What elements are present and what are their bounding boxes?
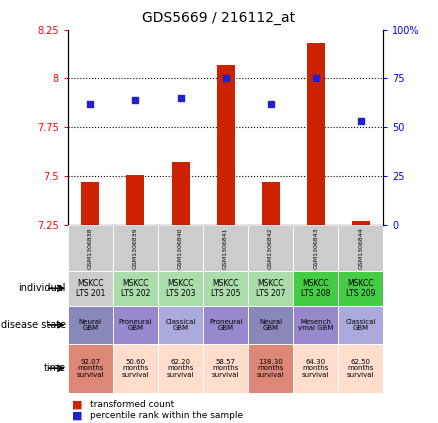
Text: percentile rank within the sample: percentile rank within the sample — [90, 411, 243, 420]
Bar — [172, 162, 190, 225]
Text: 92.07
months
survival: 92.07 months survival — [77, 359, 104, 378]
Text: GSM1306839: GSM1306839 — [133, 227, 138, 269]
Point — [312, 75, 319, 82]
Text: Proneural
GBM: Proneural GBM — [119, 319, 152, 331]
Text: GSM1306841: GSM1306841 — [223, 227, 228, 269]
Text: Neural
GBM: Neural GBM — [259, 319, 282, 331]
Text: 58.57
months
survival: 58.57 months survival — [212, 359, 239, 378]
Text: MSKCC
LTS 208: MSKCC LTS 208 — [301, 279, 330, 298]
Point — [222, 75, 229, 82]
Bar — [127, 175, 145, 225]
Text: time: time — [43, 363, 66, 373]
Bar — [352, 221, 370, 225]
Text: 64.30
months
survival: 64.30 months survival — [302, 359, 329, 378]
Text: MSKCC
LTS 205: MSKCC LTS 205 — [211, 279, 240, 298]
Text: Proneural
GBM: Proneural GBM — [209, 319, 242, 331]
Text: GSM1306844: GSM1306844 — [358, 227, 363, 269]
Bar — [261, 182, 279, 225]
Text: 62.50
months
survival: 62.50 months survival — [347, 359, 374, 378]
Text: MSKCC
LTS 202: MSKCC LTS 202 — [121, 279, 150, 298]
Text: Classical
GBM: Classical GBM — [346, 319, 376, 331]
Point — [132, 96, 139, 103]
Text: 62.20
months
survival: 62.20 months survival — [167, 359, 194, 378]
Point — [357, 118, 364, 125]
Text: MSKCC
LTS 201: MSKCC LTS 201 — [76, 279, 105, 298]
Text: Neural
GBM: Neural GBM — [79, 319, 102, 331]
Text: transformed count: transformed count — [90, 400, 174, 409]
Text: 138.30
months
survival: 138.30 months survival — [257, 359, 284, 378]
Bar — [307, 43, 325, 225]
Text: GDS5669 / 216112_at: GDS5669 / 216112_at — [142, 11, 296, 25]
Bar — [81, 182, 99, 225]
Text: GSM1306840: GSM1306840 — [178, 227, 183, 269]
Point — [177, 95, 184, 102]
Text: GSM1306838: GSM1306838 — [88, 227, 93, 269]
Text: ■: ■ — [72, 411, 83, 421]
Text: MSKCC
LTS 207: MSKCC LTS 207 — [256, 279, 286, 298]
Text: MSKCC
LTS 209: MSKCC LTS 209 — [346, 279, 375, 298]
Text: Classical
GBM: Classical GBM — [165, 319, 196, 331]
Point — [87, 101, 94, 107]
Text: GSM1306842: GSM1306842 — [268, 227, 273, 269]
Text: GSM1306843: GSM1306843 — [313, 227, 318, 269]
Text: MSKCC
LTS 203: MSKCC LTS 203 — [166, 279, 195, 298]
Text: disease state: disease state — [0, 320, 66, 330]
Text: Mesench
ymal GBM: Mesench ymal GBM — [298, 319, 333, 331]
Text: ■: ■ — [72, 399, 83, 409]
Bar — [216, 65, 235, 225]
Point — [267, 101, 274, 107]
Text: 50.60
months
survival: 50.60 months survival — [122, 359, 149, 378]
Text: individual: individual — [18, 283, 66, 293]
